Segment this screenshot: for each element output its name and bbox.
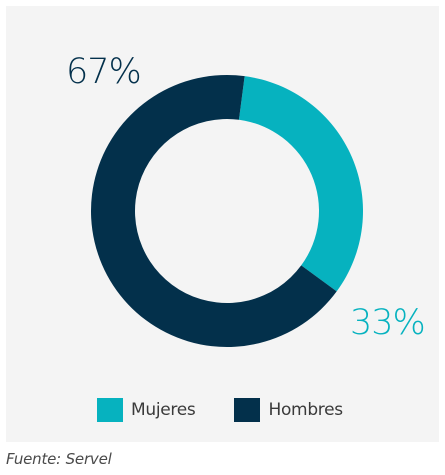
donut-labels: 33% 67% — [66, 52, 426, 343]
legend-swatch-mujeres — [97, 398, 123, 422]
donut-slice-mujeres — [238, 76, 364, 292]
chart-legend: Mujeres Hombres — [97, 398, 343, 422]
data-label-hombres: 67% — [66, 52, 141, 92]
legend-item-hombres: Hombres — [234, 398, 343, 422]
donut-slice-hombres — [91, 75, 337, 347]
legend-item-mujeres: Mujeres — [97, 398, 196, 422]
data-label-mujeres: 33% — [350, 303, 425, 343]
source-note: Fuente: Servel — [6, 450, 112, 468]
legend-label-mujeres: Mujeres — [131, 400, 196, 420]
donut-chart: 33% 67% — [66, 52, 426, 347]
legend-swatch-hombres — [234, 398, 261, 422]
donut-slices — [91, 75, 364, 347]
legend-label-hombres: Hombres — [268, 400, 343, 420]
